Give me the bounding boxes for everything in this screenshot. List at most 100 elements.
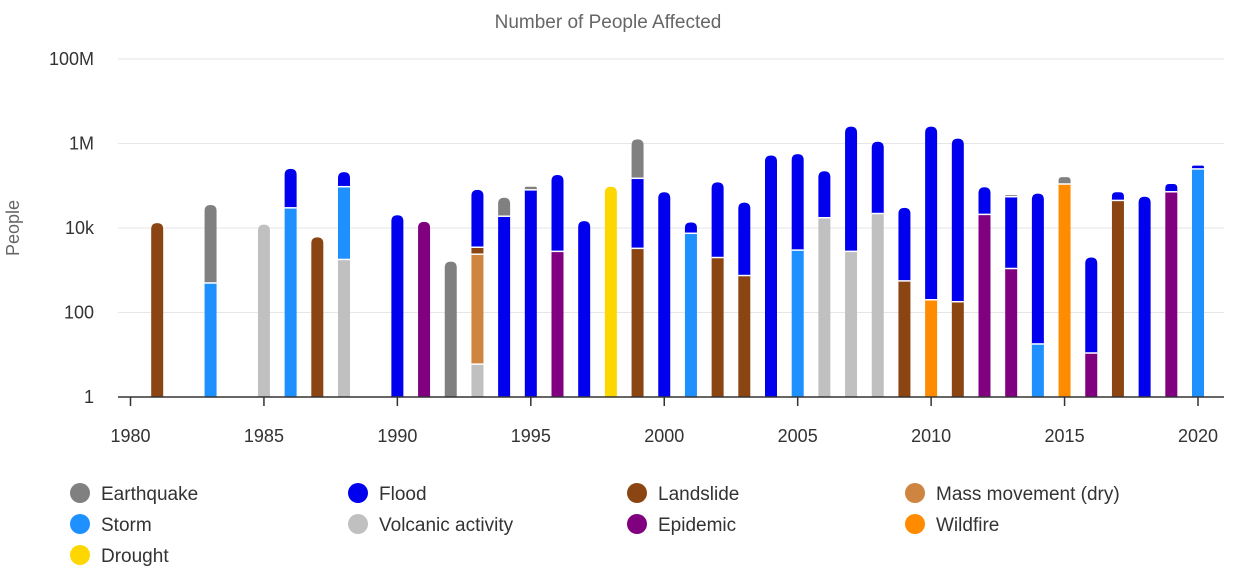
bar-segment-flood[interactable]: [1165, 184, 1178, 192]
x-tick-label: 2015: [1045, 426, 1085, 446]
legend-swatch: [348, 483, 368, 503]
legend-item-landslide[interactable]: Landslide: [627, 483, 739, 505]
bar-1988: [338, 172, 350, 397]
bar-segment-flood[interactable]: [551, 174, 564, 252]
x-tick-label: 1980: [110, 426, 150, 446]
bar-segment-landslide[interactable]: [311, 237, 324, 397]
legend-swatch: [348, 514, 368, 534]
bar-segment-flood[interactable]: [818, 171, 831, 218]
bar-segment-flood[interactable]: [1138, 196, 1151, 397]
bar-segment-flood[interactable]: [845, 126, 858, 252]
bar-segment-flood[interactable]: [684, 222, 697, 234]
bar-segment-flood[interactable]: [631, 178, 644, 249]
bar-segment-landslide[interactable]: [471, 247, 484, 255]
bar-segment-flood[interactable]: [951, 138, 964, 302]
legend-swatch: [627, 514, 647, 534]
bar-segment-storm[interactable]: [1192, 168, 1204, 397]
y-tick-label: 100M: [49, 49, 94, 69]
bar-segment-storm[interactable]: [338, 186, 350, 260]
bar-segment-landslide[interactable]: [898, 280, 911, 397]
legend-swatch: [70, 483, 90, 503]
bar-segment-landslide[interactable]: [631, 248, 644, 397]
bar-segment-flood[interactable]: [925, 126, 938, 300]
bar-segment-volcanic-activity[interactable]: [871, 213, 884, 397]
bar-segment-drought[interactable]: [604, 186, 617, 397]
bar-2020: [1192, 165, 1204, 397]
legend-item-storm[interactable]: Storm: [70, 514, 152, 536]
bar-segment-landslide[interactable]: [738, 275, 751, 397]
bar-segment-flood[interactable]: [1005, 196, 1018, 269]
bar-segment-flood[interactable]: [498, 216, 511, 397]
bar-segment-earthquake[interactable]: [204, 205, 217, 283]
legend-swatch: [627, 483, 647, 503]
y-tick-label: 100: [64, 303, 94, 323]
bar-1986: [284, 168, 297, 397]
bar-segment-storm[interactable]: [684, 233, 697, 397]
bar-segment-flood[interactable]: [871, 141, 884, 214]
bar-segment-flood[interactable]: [791, 154, 804, 251]
bar-segment-flood[interactable]: [338, 172, 350, 187]
legend-item-epidemic[interactable]: Epidemic: [627, 514, 736, 536]
bar-segment-landslide[interactable]: [1111, 200, 1124, 397]
bar-segment-storm[interactable]: [204, 282, 217, 397]
bar-segment-epidemic[interactable]: [418, 221, 431, 397]
bar-segment-epidemic[interactable]: [551, 251, 564, 397]
bar-segment-flood[interactable]: [1085, 257, 1098, 354]
bar-segment-earthquake[interactable]: [1058, 177, 1071, 185]
bar-segment-storm[interactable]: [284, 207, 297, 397]
bar-segment-earthquake[interactable]: [524, 186, 537, 190]
bar-segment-volcanic-activity[interactable]: [471, 364, 484, 397]
bar-1992: [444, 261, 457, 397]
bar-segment-wildfire[interactable]: [925, 299, 938, 397]
bar-segment-flood[interactable]: [1031, 193, 1044, 344]
bar-segment-earthquake[interactable]: [498, 197, 511, 217]
bar-segment-flood[interactable]: [578, 221, 591, 397]
bar-segment-flood[interactable]: [978, 187, 991, 215]
legend-item-drought[interactable]: Drought: [70, 545, 169, 567]
bar-segment-earthquake[interactable]: [444, 261, 457, 397]
bar-segment-flood[interactable]: [898, 207, 911, 281]
bar-segment-epidemic[interactable]: [978, 214, 991, 397]
bar-segment-epidemic[interactable]: [1165, 191, 1178, 397]
bar-2009: [898, 207, 911, 397]
bar-1987: [311, 237, 324, 397]
bar-segment-volcanic-activity[interactable]: [338, 259, 350, 397]
bar-segment-flood[interactable]: [738, 202, 751, 276]
bar-segment-storm[interactable]: [791, 250, 804, 397]
bar-2002: [711, 182, 724, 397]
bar-segment-flood[interactable]: [471, 189, 484, 248]
bar-segment-flood[interactable]: [711, 182, 724, 258]
bar-segment-landslide[interactable]: [951, 301, 964, 397]
bar-segment-mass-movement-dry[interactable]: [471, 254, 484, 365]
legend-swatch: [70, 514, 90, 534]
legend-item-volcanic-activity[interactable]: Volcanic activity: [348, 514, 514, 536]
bar-segment-flood[interactable]: [765, 155, 777, 397]
bar-segment-flood[interactable]: [284, 168, 297, 208]
bar-segment-volcanic-activity[interactable]: [818, 217, 831, 397]
legend-item-wildfire[interactable]: Wildfire: [905, 514, 999, 536]
bar-segment-epidemic[interactable]: [1005, 268, 1018, 397]
bar-segment-earthquake[interactable]: [631, 139, 644, 179]
bar-segment-flood[interactable]: [524, 189, 537, 397]
bar-segment-flood[interactable]: [1192, 165, 1204, 169]
bar-segment-landslide[interactable]: [151, 223, 164, 397]
bar-segment-flood[interactable]: [658, 192, 671, 397]
bar-segment-flood[interactable]: [1111, 192, 1124, 201]
legend-item-flood[interactable]: Flood: [348, 483, 427, 505]
bar-segment-epidemic[interactable]: [1085, 353, 1098, 397]
legend-item-earthquake[interactable]: Earthquake: [70, 483, 198, 505]
bar-segment-volcanic-activity[interactable]: [257, 224, 270, 397]
bar-2001: [684, 222, 697, 397]
bar-segment-landslide[interactable]: [711, 257, 724, 397]
legend-label: Flood: [379, 484, 427, 505]
bar-segment-storm[interactable]: [1031, 343, 1044, 397]
legend-swatch: [70, 545, 90, 565]
bar-segment-flood[interactable]: [391, 215, 404, 397]
axis-layer: 1 100 10k 1M 100M 1980 1985 1990 1995 2000 2005 201…: [49, 49, 1224, 446]
bar-segment-wildfire[interactable]: [1058, 184, 1071, 397]
bar-segment-volcanic-activity[interactable]: [845, 251, 858, 397]
legend-item-mass-movement-dry[interactable]: Mass movement (dry): [905, 483, 1120, 505]
bar-1993: [471, 189, 484, 397]
